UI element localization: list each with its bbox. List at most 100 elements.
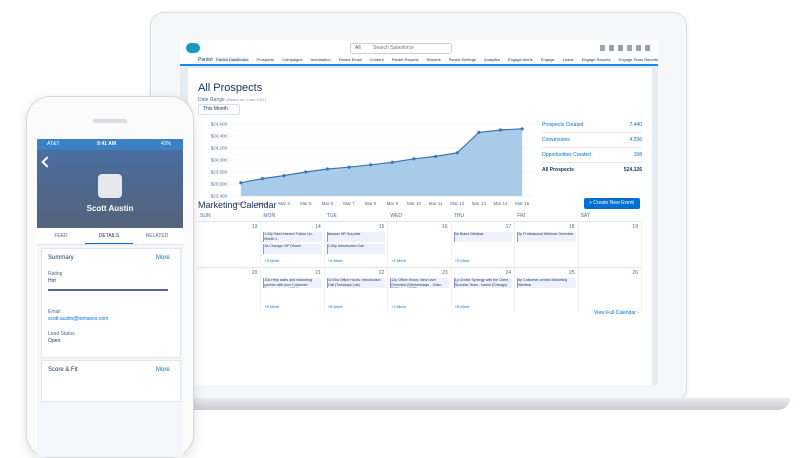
field-value: Open (48, 338, 61, 344)
day-number: 14 (315, 224, 321, 230)
more-link[interactable]: +4 More (391, 304, 407, 309)
summary-title: Summary (48, 255, 74, 261)
rating-slider (48, 289, 168, 291)
calendar-event[interactable]: 3a Chicago VIP Dinner (263, 244, 322, 254)
top-bar: All Search Salesforce (180, 40, 658, 57)
day-number: 25 (569, 270, 575, 276)
nav-tab[interactable]: Leads (562, 57, 574, 62)
nav-tab[interactable]: Engage Team Reports (618, 57, 658, 62)
score-card: Score & Fit More (41, 360, 181, 402)
more-link[interactable]: +2 More (391, 258, 407, 263)
day-cell: 18 3p Professional Webinar Overview (515, 221, 579, 267)
weekday: MON (263, 213, 276, 219)
nav-tab[interactable]: Engage Alerts (507, 57, 533, 62)
day-cell: 25 5p Customer-centric Marketing Webinar (515, 267, 579, 313)
calendar-event[interactable]: 10:00a Office Hours: Introduction Call (… (326, 278, 386, 288)
y-tick-label: $24,000 (211, 158, 228, 163)
nav-tab[interactable]: Content (369, 57, 384, 62)
day-cell: 15 Answer HR Surprise 2:00p Introduction C… (324, 221, 389, 267)
weekday: SAT (580, 213, 590, 219)
nav-tab[interactable]: Pardot Settings (448, 57, 476, 62)
calendar-event[interactable]: 2:00p Introduction Call (326, 244, 386, 254)
day-number: 23 (442, 270, 448, 276)
line (240, 128, 523, 184)
stat-row: Prospects Created 7,440 (542, 120, 642, 133)
details-card: Summary More Rating Hot Email scott.austin@to… (41, 248, 181, 358)
back-arrow[interactable] (41, 156, 53, 168)
nav-tab[interactable]: Campaigns (282, 57, 303, 62)
calendar-event[interactable]: 1p Create Synergy with the Client Succes… (453, 278, 513, 288)
prospects-chart: $23,400 $23,600 $23,800 $24,000 $24,200 $24,4… (211, 122, 533, 206)
nav-tab[interactable]: Pardot Reports (391, 57, 419, 62)
point (412, 157, 416, 161)
field-label: Rating (48, 271, 63, 277)
more-link[interactable]: +3 More (264, 258, 280, 263)
x-tick-label: Mar 15 (515, 201, 530, 206)
more-link[interactable]: +5 More (264, 304, 280, 309)
more-link[interactable]: +5 More (454, 304, 470, 309)
header-icons (600, 45, 650, 51)
nav-tab[interactable]: Prospects (256, 57, 275, 62)
area (240, 128, 523, 196)
calendar-event[interactable]: 9a Brand Webinar (453, 232, 513, 242)
day-number: 18 (569, 224, 575, 230)
nav-tab[interactable]: Analytics (483, 57, 500, 62)
laptop-screen: All Search Salesforce Pardot Pardot Dash… (180, 40, 658, 385)
view-calendar-link[interactable]: View Full Calendar › (594, 310, 639, 316)
stat-value: 158 (633, 152, 642, 158)
phone-speaker (93, 119, 127, 123)
y-tick-label: $24,600 (211, 122, 228, 127)
nav-tab[interactable]: Engage (540, 57, 555, 62)
calendar-event[interactable]: 12p Office Hours: New User Overview (Wed… (390, 278, 449, 288)
x-tick-label: Mar 6 (322, 201, 334, 206)
weekday: WED (390, 213, 402, 219)
weekday: FRI (517, 213, 526, 219)
day-cell: 19 (578, 221, 642, 267)
day-number: 16 (442, 224, 448, 230)
create-event-button[interactable]: + Create New Event (584, 198, 640, 209)
y-tick-label: $23,400 (211, 194, 228, 199)
clock: 9:41 AM (97, 141, 116, 147)
calendar-event[interactable]: 5p Customer-centric Marketing Webinar (517, 278, 576, 288)
day-number: 17 (505, 224, 512, 230)
day-number: 20 (251, 270, 258, 276)
date-range-basis: (Based on: Lead GDT) (226, 97, 267, 102)
x-tick-label: Mar 4 (278, 201, 290, 206)
score-more[interactable]: More (156, 367, 170, 373)
day-cell: 16 +2 More (388, 221, 452, 267)
contact-name: Scott Austin (86, 204, 134, 213)
app-name: Pardot (198, 57, 213, 63)
phone-tab[interactable]: DETAILS (85, 233, 133, 244)
phone-tab[interactable]: RELATED (145, 233, 169, 239)
more-link[interactable]: +2 More (454, 258, 470, 263)
calendar-event[interactable]: Answer HR Surprise (326, 232, 386, 242)
phone-tab[interactable]: FEED (54, 233, 68, 239)
period-value: This Month (203, 106, 228, 112)
point (347, 165, 351, 169)
stat-label: Opportunities Created (542, 152, 591, 158)
day-cell: 22 10:00a Office Hours: Introduction Call… (324, 267, 389, 313)
x-tick-label: Mar 10 (407, 201, 422, 206)
prospects-title: All Prospects (198, 82, 263, 94)
nav-tab[interactable]: Pardot Email (338, 57, 362, 62)
more-link[interactable]: +4 More (327, 258, 343, 263)
x-tick-label: Mar 12 (450, 201, 465, 206)
x-tick-label: Mar 11 (429, 201, 443, 206)
search-placeholder: Search Salesforce (373, 45, 414, 51)
nav-tab[interactable]: Automation (310, 57, 331, 62)
calendar-event[interactable]: 1:00p Best Interest Follow Up - Month 1 (263, 232, 322, 242)
nav-tab[interactable]: Pardot Dashboard (216, 57, 249, 62)
nav-tab[interactable]: Reports (426, 57, 441, 62)
calendar-event[interactable]: 3p Professional Webinar Overview (517, 232, 576, 242)
point (520, 127, 524, 131)
more-link[interactable]: +5 More (327, 304, 343, 309)
summary-more[interactable]: More (156, 255, 170, 261)
nav-tab[interactable]: Engage Reports (581, 57, 611, 62)
point (498, 128, 503, 132)
battery: 42% (161, 141, 172, 147)
calendar-event[interactable]: 10a Help sales and marketing partner wit… (263, 278, 322, 288)
period-select[interactable]: This Month (198, 104, 240, 115)
dashboard-card: All Prospects Date Range (Based on: Lead… (188, 68, 652, 385)
laptop-base (100, 398, 790, 410)
stat-label: Conversions (542, 137, 570, 143)
